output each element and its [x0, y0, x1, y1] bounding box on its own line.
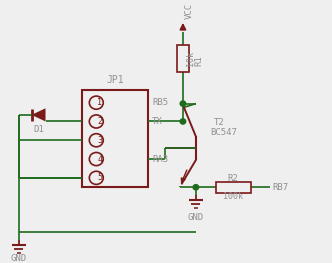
Bar: [216, 181, 251, 193]
Text: T2: T2: [214, 118, 224, 127]
Text: JP1: JP1: [106, 75, 124, 85]
Text: 5: 5: [97, 173, 102, 182]
Bar: [177, 45, 189, 72]
Text: RB7: RB7: [273, 183, 289, 192]
Text: VCC: VCC: [185, 3, 194, 19]
Circle shape: [193, 185, 199, 190]
Circle shape: [89, 171, 103, 184]
Text: 4: 4: [97, 155, 102, 164]
Text: RB5: RB5: [152, 98, 168, 107]
Bar: [82, 89, 148, 187]
Text: GND: GND: [188, 213, 204, 222]
Text: 3: 3: [97, 136, 102, 145]
Text: TX: TX: [152, 117, 163, 126]
Circle shape: [89, 115, 103, 128]
Text: 10k: 10k: [186, 51, 196, 66]
Circle shape: [180, 119, 186, 124]
Circle shape: [89, 96, 103, 109]
Text: 2: 2: [97, 117, 102, 126]
Polygon shape: [32, 108, 45, 122]
Circle shape: [89, 153, 103, 166]
Text: R2: R2: [228, 174, 239, 183]
Text: D1: D1: [33, 125, 44, 134]
Circle shape: [89, 134, 103, 147]
Circle shape: [180, 101, 186, 106]
Text: GND: GND: [11, 254, 27, 263]
Text: BC547: BC547: [210, 128, 237, 137]
Text: R1: R1: [194, 55, 204, 66]
Text: 1: 1: [97, 98, 102, 107]
Text: RA3: RA3: [152, 155, 168, 164]
Text: 100k: 100k: [223, 192, 243, 201]
